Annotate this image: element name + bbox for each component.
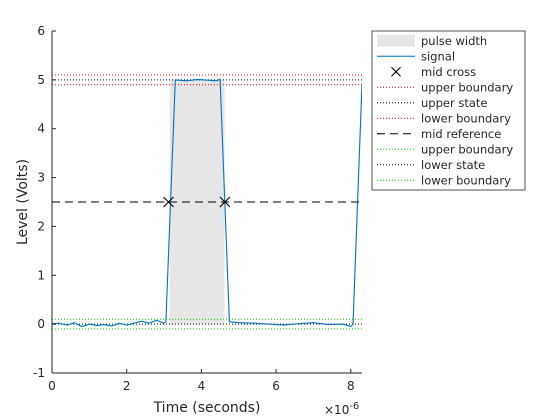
x-exponent-label: ×10-6 xyxy=(324,401,359,417)
plot-content xyxy=(52,74,362,330)
y-tick-label: 4 xyxy=(37,122,45,136)
mid-cross-marker xyxy=(219,196,231,208)
x-tick-label: 6 xyxy=(272,379,280,393)
legend-label: upper boundary xyxy=(421,142,513,156)
y-tick-label: 2 xyxy=(37,219,45,233)
legend-label: mid reference xyxy=(421,127,501,141)
y-tick-label: 0 xyxy=(37,317,45,331)
x-tick-label: 0 xyxy=(48,379,56,393)
legend-label: pulse width xyxy=(421,34,487,48)
y-tick-label: 6 xyxy=(37,24,45,38)
legend-label: lower boundary xyxy=(421,173,511,187)
legend-swatch-pulse-width xyxy=(377,34,415,47)
legend-label: mid cross xyxy=(421,65,476,79)
y-axis-label: Level (Volts) xyxy=(15,159,31,245)
x-tick-label: 8 xyxy=(347,379,355,393)
legend-label: upper boundary xyxy=(421,80,513,94)
y-tick-label: 1 xyxy=(37,268,45,282)
legend-swatch-cross xyxy=(391,66,401,77)
mid-cross-marker xyxy=(163,196,174,208)
x-tick-label: 2 xyxy=(123,379,131,393)
x-axis-label: Time (seconds) xyxy=(153,400,261,416)
legend-label: signal xyxy=(421,49,455,63)
y-tick-label: 5 xyxy=(37,73,45,87)
legend-label: upper state xyxy=(421,96,487,110)
legend-box xyxy=(371,30,526,191)
x-exponent-power: -6 xyxy=(349,401,359,412)
x-exponent-base: ×10 xyxy=(324,403,349,417)
legend-label: lower state xyxy=(421,158,485,172)
y-tick-label: -1 xyxy=(33,366,45,380)
plot-area xyxy=(52,74,362,330)
x-tick-label: 4 xyxy=(198,379,206,393)
y-tick-label: 3 xyxy=(37,171,45,185)
legend-label: lower boundary xyxy=(421,111,511,125)
signal-line xyxy=(52,78,362,328)
